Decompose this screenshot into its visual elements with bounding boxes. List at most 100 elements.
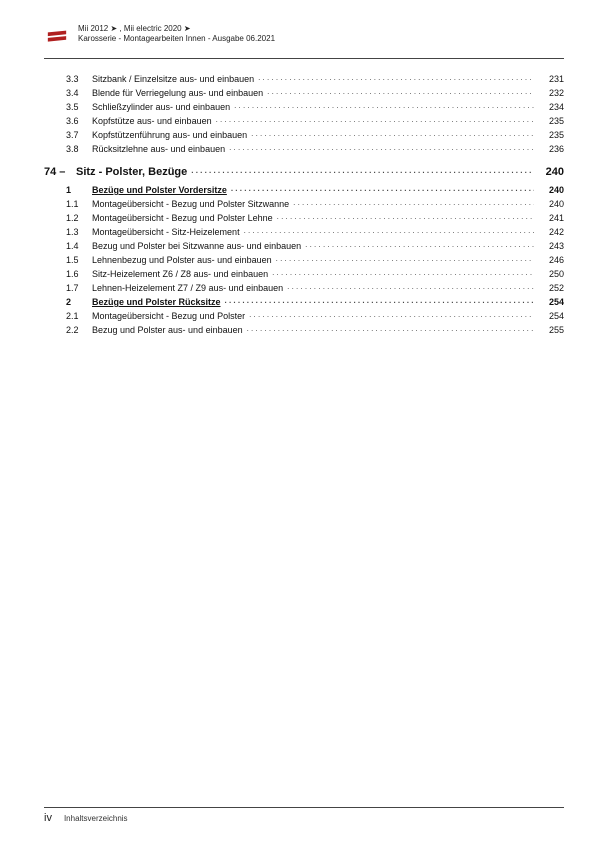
toc-entry-title: Montageübersicht - Bezug und Polster Leh… (92, 213, 273, 223)
toc-entry-page: 241 (538, 213, 564, 223)
toc-entry-number: 3.7 (66, 130, 92, 140)
header-rule (44, 58, 564, 59)
toc-entry-number: 2.1 (66, 311, 92, 321)
toc-entry-title: Bezug und Polster bei Sitzwanne aus- und… (92, 241, 301, 251)
toc-leader-dots (276, 254, 534, 263)
toc-entry-page: 240 (538, 185, 564, 195)
seat-logo-icon (44, 24, 70, 50)
toc-entry-number: 1.7 (66, 283, 92, 293)
toc-entry-number: 2.2 (66, 325, 92, 335)
toc-chapter: 74 –Sitz - Polster, Bezüge 240 (44, 164, 564, 178)
toc-entry-page: 254 (538, 311, 564, 321)
toc-section: 2Bezüge und Polster Rücksitze 254 (44, 296, 564, 307)
toc-leader-dots (225, 296, 534, 305)
toc-entry-page: 231 (538, 74, 564, 84)
toc-entry-title: Blende für Verriegelung aus- und einbaue… (92, 88, 263, 98)
footer-label: Inhaltsverzeichnis (64, 814, 128, 823)
header-text-block: Mii 2012 ➤ , Mii electric 2020 ➤ Karosse… (78, 24, 275, 44)
toc-subentry: 3.7Kopfstützenführung aus- und einbauen 2… (44, 129, 564, 140)
toc-leader-dots (272, 268, 534, 277)
toc-entry-page: 232 (538, 88, 564, 98)
toc-entry-number: 74 – (44, 166, 76, 178)
toc-subentry: 1.7Lehnen-Heizelement Z7 / Z9 aus- und e… (44, 282, 564, 293)
toc-entry-page: 235 (538, 116, 564, 126)
toc-entry-page: 255 (538, 325, 564, 335)
toc-subentry: 3.6Kopfstütze aus- und einbauen 235 (44, 115, 564, 126)
toc-entry-title: Montageübersicht - Bezug und Polster Sit… (92, 199, 289, 209)
toc-entry-page: 246 (538, 255, 564, 265)
toc-subentry: 1.6Sitz-Heizelement Z6 / Z8 aus- und ein… (44, 268, 564, 279)
toc-leader-dots (234, 101, 534, 110)
page-footer: iv Inhaltsverzeichnis (44, 812, 564, 824)
toc-leader-dots (249, 310, 534, 319)
toc-entry-title: Montageübersicht - Bezug und Polster (92, 311, 245, 321)
toc-leader-dots (305, 240, 534, 249)
toc-entry-title: Schließzylinder aus- und einbauen (92, 102, 230, 112)
toc-entry-title: Bezug und Polster aus- und einbauen (92, 325, 243, 335)
toc-entry-title: Bezüge und Polster Rücksitze (92, 297, 221, 307)
toc-leader-dots (293, 198, 534, 207)
toc-entry-number: 1.3 (66, 227, 92, 237)
toc-entry-title: Bezüge und Polster Vordersitze (92, 185, 227, 195)
toc-subentry: 1.2Montageübersicht - Bezug und Polster … (44, 212, 564, 223)
toc-entry-title: Lehnen-Heizelement Z7 / Z9 aus- und einb… (92, 283, 283, 293)
toc-subentry: 1.3Montageübersicht - Sitz-Heizelement 24… (44, 226, 564, 237)
toc-subentry: 1.1Montageübersicht - Bezug und Polster … (44, 198, 564, 209)
toc-entry-title: Sitz-Heizelement Z6 / Z8 aus- und einbau… (92, 269, 268, 279)
page: Mii 2012 ➤ , Mii electric 2020 ➤ Karosse… (0, 0, 600, 848)
toc-subentry: 3.8Rücksitzlehne aus- und einbauen236 (44, 143, 564, 154)
toc-entry-number: 1.1 (66, 199, 92, 209)
toc-entry-title: Sitzbank / Einzelsitze aus- und einbauen (92, 74, 254, 84)
toc-entry-number: 2 (66, 297, 92, 307)
toc-entry-page: 243 (538, 241, 564, 251)
toc-leader-dots (287, 282, 534, 291)
toc-leader-dots (191, 164, 534, 175)
toc-leader-dots (247, 324, 534, 333)
toc-entry-title: Sitz - Polster, Bezüge (76, 166, 187, 178)
footer-page-number: iv (44, 812, 52, 824)
toc-subentry: 3.4Blende für Verriegelung aus- und einb… (44, 87, 564, 98)
toc-section: 1Bezüge und Polster Vordersitze 240 (44, 184, 564, 195)
toc-entry-page: 242 (538, 227, 564, 237)
toc-entry-title: Lehnenbezug und Polster aus- und einbaue… (92, 255, 272, 265)
toc-leader-dots (229, 143, 534, 152)
toc-leader-dots (258, 73, 534, 82)
toc-leader-dots (277, 212, 534, 221)
toc-entry-title: Kopfstützenführung aus- und einbauen (92, 130, 247, 140)
table-of-contents: 3.3Sitzbank / Einzelsitze aus- und einba… (44, 73, 564, 338)
toc-entry-number: 3.8 (66, 144, 92, 154)
toc-entry-title: Kopfstütze aus- und einbauen (92, 116, 212, 126)
toc-leader-dots (251, 129, 534, 138)
toc-subentry: 3.3Sitzbank / Einzelsitze aus- und einba… (44, 73, 564, 84)
toc-entry-page: 240 (538, 166, 564, 178)
toc-entry-page: 252 (538, 283, 564, 293)
toc-entry-number: 1.6 (66, 269, 92, 279)
toc-entry-number: 1.2 (66, 213, 92, 223)
toc-entry-page: 236 (538, 144, 564, 154)
toc-entry-number: 1 (66, 185, 92, 195)
toc-entry-number: 3.4 (66, 88, 92, 98)
toc-subentry: 2.2Bezug und Polster aus- und einbauen 25… (44, 324, 564, 335)
toc-entry-page: 234 (538, 102, 564, 112)
footer-rule (44, 807, 564, 808)
toc-entry-number: 1.5 (66, 255, 92, 265)
toc-entry-page: 235 (538, 130, 564, 140)
toc-subentry: 1.5Lehnenbezug und Polster aus- und einb… (44, 254, 564, 265)
toc-leader-dots (244, 226, 534, 235)
toc-subentry: 2.1Montageübersicht - Bezug und Polster 2… (44, 310, 564, 321)
toc-entry-page: 250 (538, 269, 564, 279)
toc-entry-number: 3.3 (66, 74, 92, 84)
toc-leader-dots (216, 115, 534, 124)
header-line-2: Karosserie - Montagearbeiten Innen - Aus… (78, 34, 275, 44)
header-line-1: Mii 2012 ➤ , Mii electric 2020 ➤ (78, 24, 275, 34)
seat-logo-svg (46, 26, 68, 48)
toc-leader-dots (267, 87, 534, 96)
body-spacer (44, 338, 564, 807)
toc-entry-page: 240 (538, 199, 564, 209)
toc-entry-number: 1.4 (66, 241, 92, 251)
toc-leader-dots (231, 184, 534, 193)
toc-entry-title: Montageübersicht - Sitz-Heizelement (92, 227, 240, 237)
toc-entry-number: 3.6 (66, 116, 92, 126)
document-header: Mii 2012 ➤ , Mii electric 2020 ➤ Karosse… (44, 24, 564, 50)
toc-entry-page: 254 (538, 297, 564, 307)
